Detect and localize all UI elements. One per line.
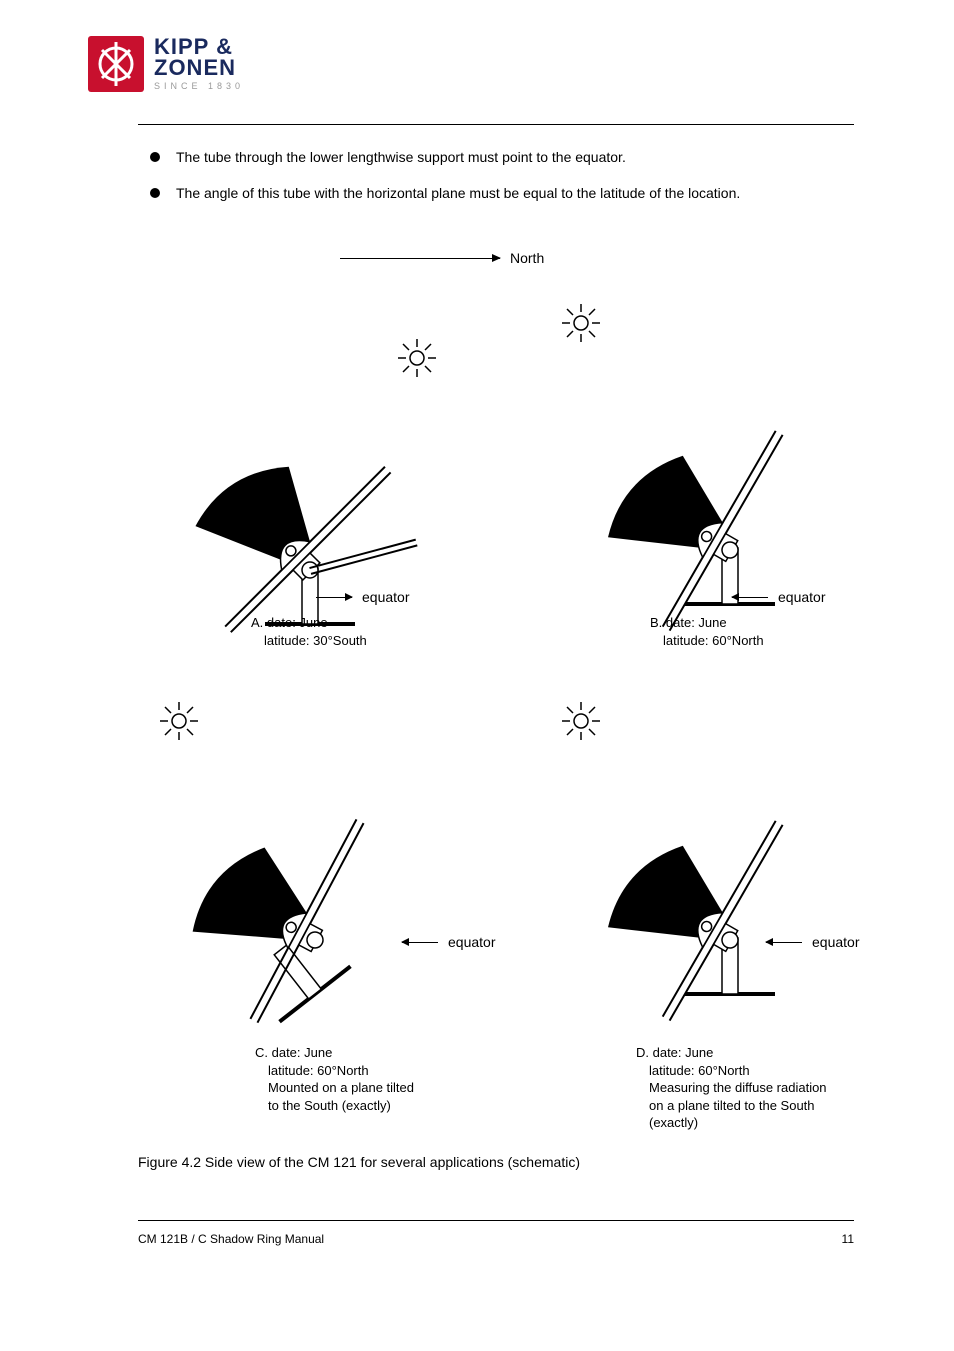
north-arrow: North xyxy=(340,250,544,266)
equator-arrow-icon xyxy=(766,942,802,943)
bullet-icon xyxy=(150,152,160,162)
caption-body: latitude: 60°North xyxy=(663,632,764,650)
equator-arrow-icon xyxy=(732,597,768,598)
panel-caption-B: B. date: Junelatitude: 60°North xyxy=(650,614,764,649)
equator-text: equator xyxy=(778,589,825,605)
brand-logo: KIPP & ZONEN SINCE 1830 xyxy=(88,36,244,92)
sun-icon xyxy=(560,700,602,742)
list-item: The angle of this tube with the horizont… xyxy=(150,184,740,204)
sun-icon xyxy=(560,302,602,344)
equator-label-A: equator xyxy=(316,589,409,605)
caption-body: latitude: 30°South xyxy=(264,632,367,650)
caption-lead: A. date: June xyxy=(251,614,367,632)
shadow-ring-diagram-C xyxy=(185,770,445,1035)
equator-label-B: equator xyxy=(732,589,825,605)
north-label: North xyxy=(510,250,544,266)
logo-mark-icon xyxy=(88,36,144,92)
caption-lead: B. date: June xyxy=(650,614,764,632)
equator-text: equator xyxy=(812,934,859,950)
equator-text: equator xyxy=(448,934,495,950)
panel-caption-C: C. date: Junelatitude: 60°North Mounted … xyxy=(255,1044,414,1114)
caption-lead: C. date: June xyxy=(255,1044,414,1062)
equator-arrow-icon xyxy=(316,597,352,598)
caption-body: latitude: 60°North Mounted on a plane ti… xyxy=(268,1062,414,1115)
caption-lead: D. date: June xyxy=(636,1044,827,1062)
equator-label-C: equator xyxy=(402,934,495,950)
logo-text-line2: ZONEN xyxy=(154,58,244,79)
figure-title: Figure 4.2 Side view of the CM 121 for s… xyxy=(138,1154,580,1170)
panel-caption-D: D. date: Junelatitude: 60°North Measurin… xyxy=(636,1044,827,1132)
shadow-ring-diagram-D xyxy=(600,770,860,1035)
footer-left: CM 121B / C Shadow Ring Manual xyxy=(138,1232,324,1246)
panel-caption-A: A. date: Junelatitude: 30°South xyxy=(251,614,367,649)
sun-icon xyxy=(158,700,200,742)
sun-icon xyxy=(396,337,438,379)
list-item: The tube through the lower lengthwise su… xyxy=(150,148,740,168)
bullet-list: The tube through the lower lengthwise su… xyxy=(150,148,740,219)
shadow-ring-diagram-B xyxy=(600,380,860,645)
bullet-text: The tube through the lower lengthwise su… xyxy=(176,148,626,168)
north-arrow-line xyxy=(340,258,500,259)
bullet-text: The angle of this tube with the horizont… xyxy=(176,184,740,204)
top-divider xyxy=(138,124,854,125)
footer-page-number: 11 xyxy=(842,1232,854,1246)
bullet-icon xyxy=(150,188,160,198)
equator-arrow-icon xyxy=(402,942,438,943)
caption-body: latitude: 60°North Measuring the diffuse… xyxy=(649,1062,827,1132)
logo-tagline: SINCE 1830 xyxy=(154,81,244,91)
equator-text: equator xyxy=(362,589,409,605)
bottom-divider xyxy=(138,1220,854,1221)
equator-label-D: equator xyxy=(766,934,859,950)
